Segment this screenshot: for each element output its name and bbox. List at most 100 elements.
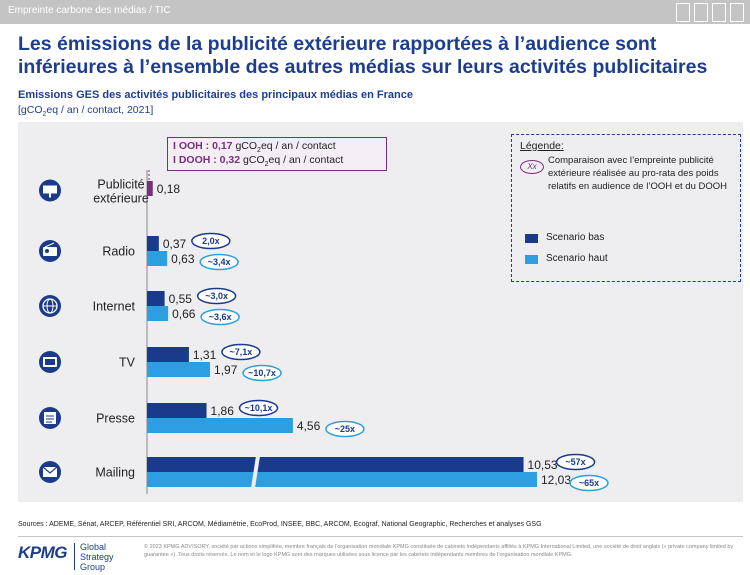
- callout-ooh-line: I OOH : 0,17 gCO2eq / an / contact: [173, 140, 336, 154]
- category-label: TV: [119, 356, 136, 370]
- legal-text: © 2023 KPMG ADVISORY, société par action…: [144, 544, 734, 558]
- envelope-flap: [42, 466, 58, 474]
- unit-suffix: eq / an / contact, 2021]: [46, 104, 154, 116]
- bar-scenario-bas: [147, 291, 165, 306]
- bar-scenario-haut: [147, 362, 211, 377]
- bar-scenario-haut: [147, 251, 168, 266]
- ratio-label: ~3,6x: [209, 312, 232, 322]
- ratio-oval-shape: [242, 364, 282, 382]
- callout-ooh-value: 0,17: [209, 140, 233, 152]
- ratio-label: ~10,7x: [248, 368, 276, 378]
- category-label: Internet: [93, 300, 136, 314]
- ratio-oval: ~7,1x: [221, 343, 261, 361]
- category-label: Mailing: [95, 466, 135, 480]
- radio-icon: [39, 240, 61, 262]
- callout-unit-sub: 2: [264, 161, 269, 169]
- tv-inner: [45, 359, 55, 365]
- bar-scenario-bas: [147, 403, 207, 418]
- radio-antenna: [44, 242, 55, 248]
- callout-unit: eq / an / contact: [268, 154, 344, 166]
- ratio-oval: ~25x: [325, 420, 365, 438]
- value-label-bas: 0,55: [169, 292, 193, 306]
- footer-divider: [18, 536, 743, 537]
- ratio-oval: ~3,6x: [200, 308, 240, 326]
- newspaper-icon: [39, 407, 61, 429]
- legend-swatch-bas: [525, 234, 538, 243]
- ratio-oval-shape: [238, 399, 279, 417]
- legend-label-bas: Scenario bas: [546, 232, 605, 243]
- ratio-oval-shape: [555, 453, 596, 471]
- ratio-oval-shape: [191, 232, 231, 250]
- top-bar: Empreinte carbone des médias / TIC: [0, 0, 750, 24]
- category-label: Radio: [102, 245, 135, 259]
- billboard-icon: [39, 179, 61, 202]
- chart-svg: Publicité extérieure 0,18 Radio 0,37 2,0x 0,63…: [39, 170, 609, 494]
- paper-sheet: [44, 412, 56, 424]
- billboard-post: [49, 193, 51, 198]
- bar-scenario-bas: [147, 181, 153, 196]
- ratio-label: ~10,1x: [245, 403, 273, 413]
- value-label-haut: 0,63: [171, 252, 195, 266]
- callout-dooh-label: I DOOH :: [173, 154, 217, 166]
- value-label-haut: 1,97: [214, 363, 238, 377]
- unit-sub: 2: [42, 111, 47, 119]
- chart-legend: Légende: Xx Comparaison avec l’empreinte…: [511, 134, 741, 282]
- unit-prefix: [gCO: [18, 104, 43, 116]
- ratio-label: ~3,4x: [208, 257, 231, 267]
- legend-ratio-oval: Xx: [520, 160, 544, 174]
- nav-box: [694, 3, 708, 22]
- callout-unit-sub: 2: [257, 147, 261, 155]
- radio-speaker: [45, 249, 49, 253]
- legend-description: Comparaison avec l’empreinte publicité e…: [548, 155, 728, 192]
- category-label: Presse: [96, 412, 135, 426]
- value-label-bas: 1,31: [193, 348, 217, 362]
- callout-unit: eq / an / contact: [260, 140, 336, 152]
- value-label-haut: 0,66: [172, 307, 196, 321]
- ratio-label: ~25x: [335, 424, 355, 434]
- value-label-bas: 0,37: [163, 237, 187, 251]
- nav-box: [712, 3, 726, 22]
- ratio-oval-shape: [221, 343, 261, 361]
- legend-swatch-haut: [525, 255, 538, 264]
- ratio-oval-shape: [200, 308, 240, 326]
- ratio-oval-shape: [196, 287, 237, 305]
- value-label-bas: 10,53: [528, 458, 558, 472]
- globe-icon: [39, 295, 61, 317]
- ooh-callout: I OOH : 0,17 gCO2eq / an / contact I DOO…: [167, 137, 387, 171]
- callout-ooh-label: I OOH :: [173, 140, 210, 152]
- legend-label-haut: Scenario haut: [546, 253, 608, 264]
- value-label-bas: 0,18: [157, 182, 181, 196]
- group-line: Global: [80, 542, 107, 552]
- logo-divider: [74, 543, 75, 570]
- breadcrumb: Empreinte carbone des médias / TIC: [8, 5, 171, 16]
- bar-scenario-haut: [147, 472, 537, 487]
- envelope-icon: [39, 461, 61, 483]
- bar-scenario-bas: [147, 236, 159, 251]
- ratio-oval-shape: [569, 474, 609, 492]
- ratio-oval: ~3,4x: [199, 253, 239, 271]
- group-line: Strategy: [80, 552, 114, 562]
- chart-unit: [gCO2eq / an / contact, 2021]: [18, 104, 153, 118]
- group-name: Global Strategy Group: [80, 542, 114, 572]
- ratio-label: 2,0x: [202, 236, 220, 246]
- axis-break-mark: [251, 456, 260, 488]
- ratio-oval: ~57x: [555, 453, 596, 471]
- ratio-oval-shape: [325, 420, 365, 438]
- ratio-label: ~7,1x: [230, 347, 253, 357]
- callout-unit: gCO: [232, 140, 258, 152]
- ratio-label: ~65x: [579, 478, 599, 488]
- nav-box: [676, 3, 690, 22]
- bar-scenario-haut: [147, 418, 293, 433]
- value-label-haut: 4,56: [297, 419, 321, 433]
- ratio-label: ~3,0x: [205, 291, 228, 301]
- ratio-oval-shape: [199, 253, 239, 271]
- chart-title: Emissions GES des activités publicitaire…: [18, 89, 413, 101]
- envelope-body: [43, 467, 57, 477]
- callout-dooh-line: I DOOH : 0,32 gCO2eq / an / contact: [173, 154, 343, 168]
- ratio-oval: ~10,1x: [238, 399, 279, 417]
- value-label-haut: 12,03: [541, 473, 571, 487]
- sources-text: Sources : ADEME, Sénat, ARCEP, Référenti…: [18, 521, 542, 528]
- callout-dooh-value: 0,32: [216, 154, 241, 166]
- bar-scenario-haut: [147, 306, 169, 321]
- ratio-oval: 2,0x: [191, 232, 231, 250]
